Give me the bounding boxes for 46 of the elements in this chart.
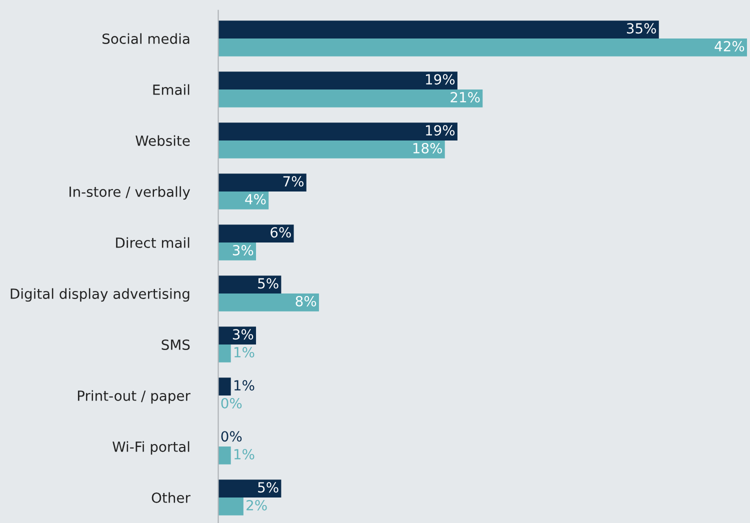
y-tick-label: Print-out / paper	[78, 390, 190, 404]
bar	[218, 378, 231, 396]
data-label: 8%	[296, 296, 316, 306]
data-label: 1%	[234, 448, 254, 460]
y-tick-label: Other	[152, 492, 190, 503]
y-tick-label: Social media	[102, 33, 190, 44]
data-label: 21%	[450, 92, 480, 102]
data-label: 1%	[234, 346, 254, 358]
bar	[218, 20, 659, 39]
y-tick-label: Wi-Fi portal	[112, 441, 190, 455]
data-label: 1%	[234, 380, 254, 391]
bar	[218, 72, 458, 90]
data-label: 5%	[258, 482, 278, 493]
data-label: 7%	[283, 176, 304, 187]
data-label: 4%	[245, 194, 266, 204]
bar	[218, 446, 231, 464]
bar	[218, 122, 458, 141]
bar	[218, 294, 319, 312]
bar	[218, 344, 231, 362]
data-label: 3%	[232, 244, 254, 256]
bar	[218, 140, 445, 158]
data-label: 42%	[714, 40, 744, 52]
data-label: 5%	[258, 278, 278, 289]
data-label: 19%	[426, 125, 455, 136]
y-tick-label: Direct mail	[116, 237, 190, 248]
bar	[218, 192, 269, 210]
y-tick-label: Digital display advertising	[10, 288, 190, 302]
data-label: 0%	[221, 398, 242, 408]
y-tick-label: SMS	[162, 339, 190, 350]
data-label: 0%	[221, 431, 242, 442]
data-label: 2%	[246, 500, 267, 510]
bar	[218, 174, 306, 192]
y-tick-label: In-store / verbally	[70, 186, 190, 200]
data-label: 3%	[232, 329, 254, 340]
data-label: 18%	[413, 142, 442, 154]
bar	[218, 276, 282, 294]
bar	[218, 90, 483, 108]
y-tick-label: Email	[153, 84, 190, 95]
data-label: 19%	[426, 74, 455, 85]
y-tick-label: Website	[136, 135, 190, 146]
bar	[218, 38, 747, 56]
bar	[218, 498, 244, 516]
bar	[218, 224, 294, 243]
bar	[218, 480, 282, 498]
data-label: 6%	[270, 227, 291, 238]
data-label: 35%	[626, 23, 656, 34]
